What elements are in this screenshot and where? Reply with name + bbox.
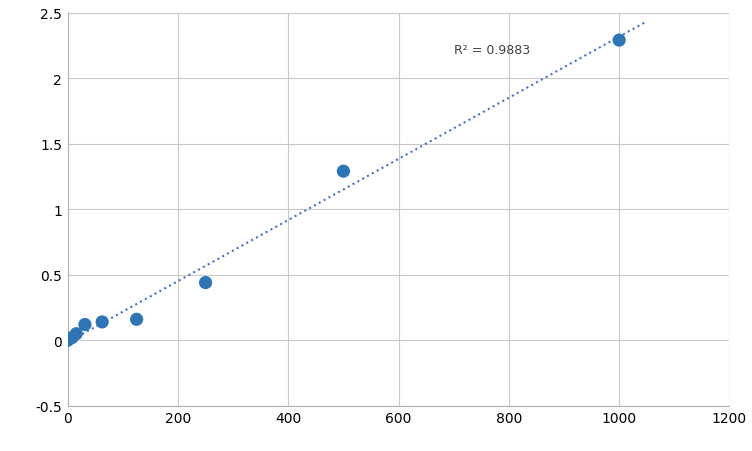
Point bbox=[79, 321, 91, 328]
Point bbox=[613, 37, 625, 45]
Point bbox=[199, 279, 211, 286]
Point bbox=[338, 168, 350, 175]
Point bbox=[70, 330, 82, 337]
Point bbox=[66, 334, 78, 341]
Point bbox=[96, 318, 108, 326]
Point bbox=[62, 337, 74, 344]
Text: R² = 0.9883: R² = 0.9883 bbox=[453, 44, 530, 57]
Point bbox=[131, 316, 143, 323]
